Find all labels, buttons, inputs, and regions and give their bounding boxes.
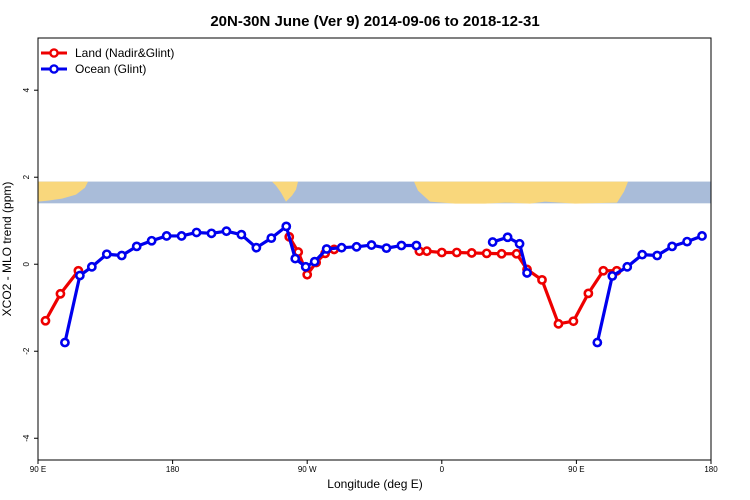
x-tick-label: 180: [166, 465, 180, 474]
data-point-land: [583, 288, 594, 299]
map-land: [38, 181, 88, 202]
data-point-land: [568, 316, 579, 327]
data-point-ocean: [236, 229, 247, 240]
data-point-ocean: [667, 241, 678, 252]
legend-marker-ocean: [49, 64, 59, 74]
data-point-land: [598, 265, 609, 276]
series-line-ocean: [63, 224, 418, 345]
y-axis-label: XCO2 - MLO trend (ppm): [0, 182, 14, 317]
map-land: [520, 183, 532, 192]
x-axis: 90 E 180 90 W 0 90 E 180: [30, 460, 718, 474]
data-point-land: [481, 248, 492, 259]
x-tick-label: 90 W: [298, 465, 317, 474]
data-point-ocean: [522, 268, 532, 278]
y-axis: -4 -2 0 2 4: [22, 87, 38, 442]
world-map-strip: [38, 181, 711, 204]
data-point-ocean: [176, 231, 187, 241]
x-tick-label: 90 E: [30, 465, 46, 474]
data-point-land: [40, 315, 51, 326]
legend-item-land: Land (Nadir&Glint): [41, 46, 174, 60]
data-point-ocean: [411, 240, 422, 251]
series-layer: [40, 221, 707, 348]
legend-label-land: Land (Nadir&Glint): [75, 46, 174, 60]
data-point-ocean: [652, 250, 663, 261]
data-point-land: [421, 246, 432, 257]
x-tick-label: 90 E: [568, 465, 584, 474]
data-point-ocean: [300, 261, 311, 272]
data-point-land: [553, 318, 564, 329]
legend: Land (Nadir&Glint) Ocean (Glint): [41, 46, 174, 76]
data-point-ocean: [381, 243, 392, 254]
data-point-ocean: [221, 226, 232, 237]
data-point-ocean: [321, 244, 332, 254]
y-tick-label: 0: [22, 261, 31, 266]
data-point-ocean: [251, 242, 262, 253]
data-point-ocean: [502, 232, 513, 243]
x-tick-label: 0: [440, 465, 445, 474]
data-point-ocean: [266, 233, 277, 244]
x-axis-label: Longitude (deg E): [327, 477, 422, 491]
data-point-ocean: [131, 241, 142, 252]
data-point-ocean: [116, 250, 127, 261]
data-point-ocean: [290, 253, 301, 264]
data-point-ocean: [637, 249, 648, 260]
data-point-ocean: [60, 337, 70, 348]
series-line-ocean: [491, 235, 529, 275]
data-point-ocean: [281, 221, 292, 232]
map-land: [414, 181, 628, 204]
data-point-ocean: [191, 227, 202, 238]
data-point-ocean: [351, 241, 362, 252]
y-tick-label: -2: [22, 347, 31, 355]
x-tick-label: 180: [704, 465, 718, 474]
chart-title: 20N-30N June (Ver 9) 2014-09-06 to 2018-…: [210, 13, 539, 30]
data-point-land: [55, 288, 66, 299]
data-point-ocean: [146, 235, 157, 246]
data-point-ocean: [86, 261, 97, 272]
data-point-land: [302, 269, 313, 280]
data-point-land: [496, 248, 507, 259]
y-tick-label: 2: [22, 174, 31, 179]
series-ocean: [60, 221, 707, 348]
data-point-ocean: [682, 236, 692, 247]
data-point-ocean: [607, 271, 618, 281]
data-point-ocean: [161, 231, 172, 241]
y-tick-label: 4: [22, 87, 31, 92]
legend-label-ocean: Ocean (Glint): [75, 62, 146, 76]
data-point-ocean: [366, 240, 377, 250]
data-point-ocean: [592, 337, 603, 348]
data-point-land: [436, 247, 447, 258]
legend-marker-land: [49, 48, 59, 58]
data-point-ocean: [514, 238, 525, 249]
data-point-ocean: [336, 242, 347, 253]
data-point-ocean: [309, 256, 320, 267]
data-point-land: [537, 274, 547, 285]
data-point-ocean: [622, 261, 633, 272]
map-land: [272, 181, 298, 202]
data-point-land: [511, 248, 522, 259]
data-point-ocean: [206, 228, 217, 239]
data-point-land: [451, 247, 462, 258]
y-tick-label: -4: [22, 434, 31, 442]
data-point-ocean: [101, 249, 112, 260]
data-point-ocean: [697, 231, 707, 241]
plot-frame: [37, 37, 712, 461]
data-point-ocean: [487, 237, 498, 247]
data-point-land: [466, 248, 477, 258]
series-line-ocean: [595, 234, 704, 345]
data-point-ocean: [74, 270, 85, 281]
data-point-ocean: [396, 240, 407, 251]
legend-item-ocean: Ocean (Glint): [41, 62, 146, 76]
series-line-land: [417, 249, 619, 326]
